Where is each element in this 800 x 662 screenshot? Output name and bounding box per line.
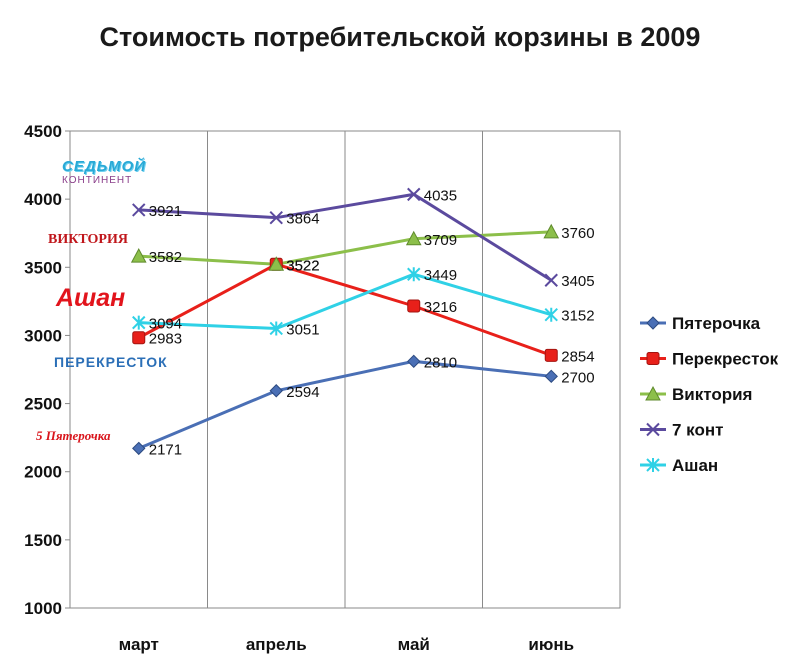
data-label: 3760 — [561, 225, 594, 242]
data-point — [543, 223, 560, 239]
data-label: 3921 — [149, 203, 182, 220]
data-point — [132, 315, 146, 330]
logo-7-continent-bottom-text: КОНТИНЕНТ — [62, 175, 133, 186]
y-tick-label: 4000 — [24, 190, 62, 209]
series-line — [138, 359, 552, 450]
legend-marker — [646, 458, 660, 472]
data-label: 3522 — [286, 257, 319, 274]
y-tick-label: 1000 — [24, 599, 62, 618]
data-point — [269, 210, 283, 225]
data-point — [269, 384, 283, 398]
logo-perekrestok: ПЕРЕКРЕСТОК — [54, 354, 168, 370]
y-tick-label: 3500 — [24, 258, 62, 277]
logo-7-continent: СЕДЬМОЙ КОНТИНЕНТ — [62, 158, 150, 196]
y-tick-label: 2000 — [24, 463, 62, 482]
data-label: 3582 — [149, 249, 182, 266]
data-label: 2810 — [424, 354, 457, 371]
x-tick-label: апрель — [246, 635, 307, 654]
data-point — [407, 299, 421, 313]
data-point — [268, 256, 285, 271]
x-tick-label: июнь — [528, 635, 574, 654]
data-point — [544, 307, 558, 322]
series-line — [138, 230, 552, 266]
data-point — [544, 273, 558, 287]
data-label: 3709 — [424, 232, 457, 249]
y-tick-label: 4500 — [24, 122, 62, 141]
data-point — [544, 369, 558, 384]
data-point — [132, 203, 146, 217]
data-label: 3522 — [286, 257, 319, 274]
y-tick-label: 2500 — [24, 395, 62, 414]
logo-victoria: ВИКТОРИЯ — [48, 232, 128, 247]
data-point — [407, 187, 421, 202]
logo-pyaterochka: 5 Пятерочка — [36, 428, 111, 443]
data-point — [132, 441, 146, 456]
legend-marker — [645, 385, 661, 401]
logo-7-continent-top-text: СЕДЬМОЙ — [62, 158, 147, 175]
legend-label: Пятерочка — [672, 314, 761, 333]
data-label: 2594 — [286, 384, 319, 401]
data-label: 3405 — [561, 273, 594, 290]
data-label: 4035 — [424, 187, 457, 204]
legend-label: 7 конт — [672, 421, 723, 440]
legend-label: Ашан — [672, 456, 718, 475]
data-label: 3449 — [424, 267, 457, 284]
x-tick-label: март — [119, 635, 159, 654]
legend-marker — [646, 316, 660, 330]
legend-label: Виктория — [672, 385, 752, 404]
series-line — [138, 192, 553, 282]
y-tick-label: 1500 — [24, 531, 62, 550]
legend-marker — [646, 352, 660, 365]
data-label: 2700 — [561, 369, 594, 386]
data-label: 2854 — [561, 348, 594, 365]
logo-auchan: Ашан — [56, 284, 126, 312]
data-point — [544, 348, 558, 362]
legend-marker — [646, 422, 660, 437]
data-point — [132, 331, 146, 345]
data-point — [407, 267, 421, 282]
data-label: 3864 — [286, 211, 319, 228]
series-line — [138, 262, 552, 357]
data-point — [407, 354, 421, 369]
legend-label: Перекресток — [672, 350, 779, 369]
series-line — [138, 272, 552, 330]
data-label: 2983 — [149, 331, 182, 348]
data-point — [130, 248, 147, 263]
data-label: 3094 — [149, 316, 182, 333]
chart-title: Стоимость потребительской корзины в 2009 — [99, 22, 701, 52]
data-point — [405, 230, 422, 246]
x-tick-label: май — [398, 635, 430, 654]
data-label: 3152 — [561, 308, 594, 325]
data-label: 2171 — [149, 441, 182, 458]
y-tick-label: 3000 — [24, 326, 62, 345]
data-point — [269, 321, 283, 336]
data-label: 3216 — [424, 299, 457, 316]
data-label: 3051 — [286, 321, 319, 338]
